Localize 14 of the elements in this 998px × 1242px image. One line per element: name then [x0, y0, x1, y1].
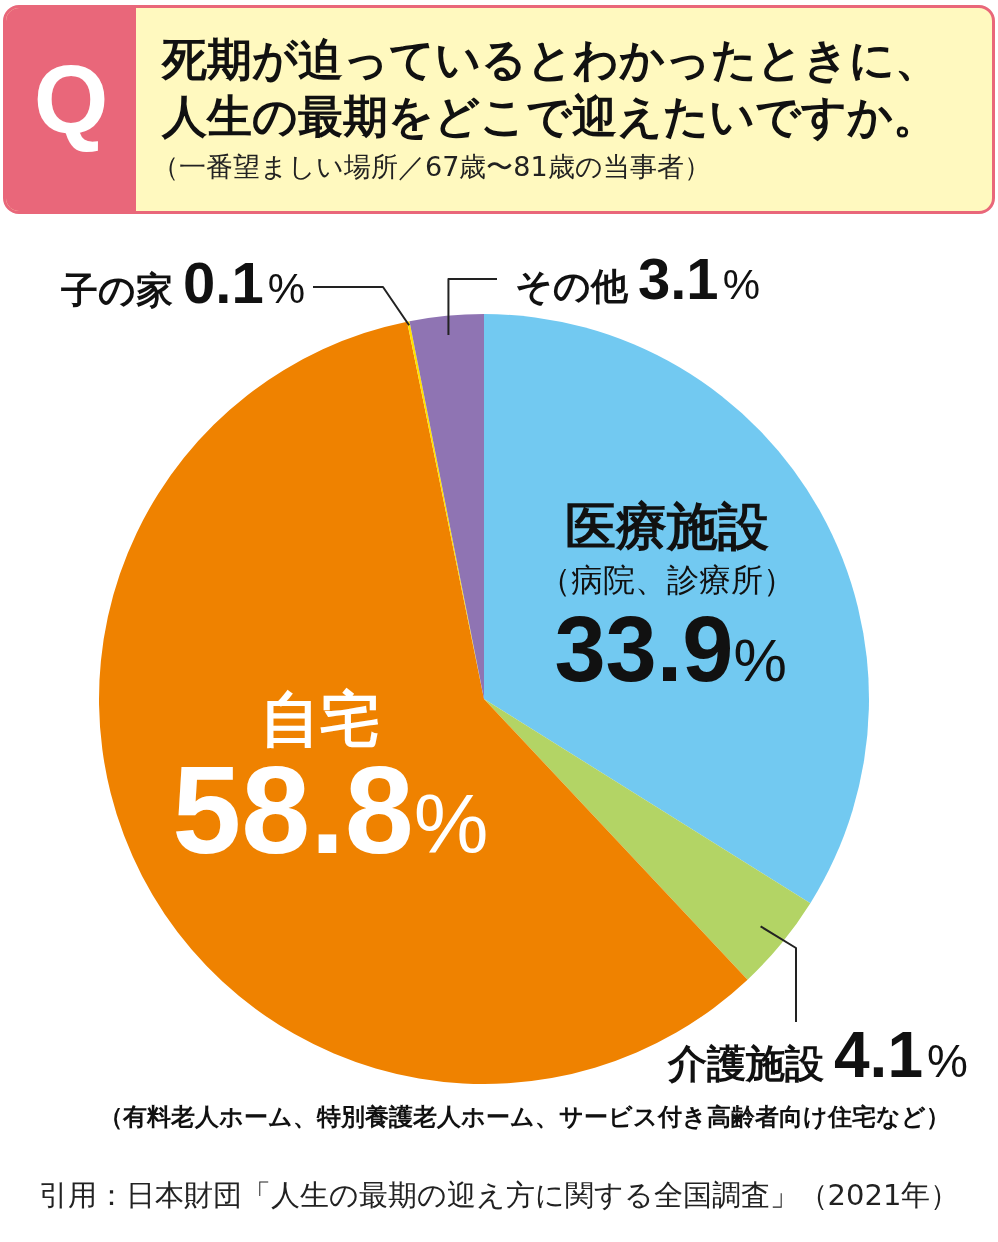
text: （有料老人ホーム、特別養護老人ホーム、サービス付き高齢者向け住宅など） [97, 1102, 951, 1133]
slice-label: 介護施設 [667, 1041, 824, 1086]
slice-label: 医療施設 [564, 496, 769, 556]
data-label: 4.1% [834, 1019, 968, 1091]
chart-subtitle: （一番望ましい場所／67歳〜81歳の当事者） [152, 150, 711, 184]
slice-label: 子の家 [61, 269, 174, 312]
slice-label: その他 [515, 265, 629, 308]
text: （病院、診療所） [538, 560, 795, 599]
data-label: 33.9% [554, 597, 787, 700]
text: 引用：日本財団「人生の最期の迎え方に関する全国調査」（2021年） [37, 1177, 961, 1214]
text: Q [32, 45, 110, 155]
chart-title: 死期が迫っているとわかったときに、人生の最期をどこで迎えたいですか。 [162, 32, 941, 145]
data-label: 0.1% [183, 250, 306, 315]
data-label: 3.1% [638, 246, 760, 311]
